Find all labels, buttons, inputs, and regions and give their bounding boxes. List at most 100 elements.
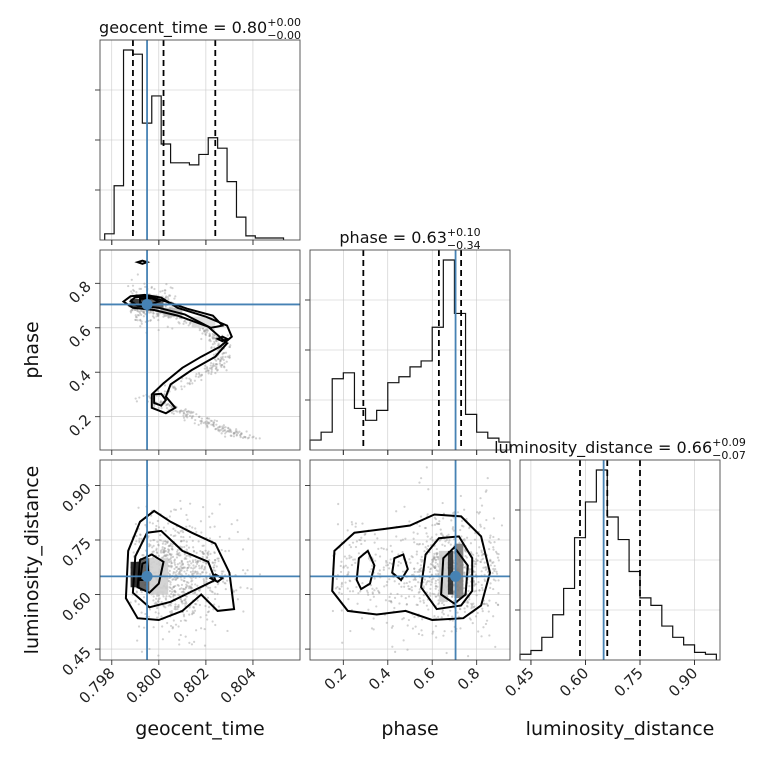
sample-point [179, 540, 183, 543]
sample-point [232, 432, 235, 435]
xtick-label-phase-3: 0.8 [454, 664, 484, 694]
sample-point [182, 615, 186, 618]
ytick-label-phase-0: 0.2 [65, 411, 95, 441]
sample-point [178, 567, 181, 570]
sample-point [435, 555, 438, 558]
sample-point [211, 620, 214, 623]
sample-point [163, 551, 166, 554]
sample-point [191, 579, 194, 582]
sample-point [217, 557, 220, 560]
sample-point [138, 537, 141, 540]
sample-point [207, 610, 211, 613]
sample-point [168, 558, 171, 561]
sample-point [205, 556, 209, 559]
sample-point [489, 582, 492, 585]
sample-point [492, 548, 495, 551]
sample-point [174, 578, 178, 581]
sample-point [153, 316, 156, 319]
sample-point [217, 559, 220, 563]
sample-point [143, 309, 146, 312]
sample-point [465, 517, 468, 521]
sample-point [198, 589, 201, 592]
sample-point [192, 606, 195, 609]
sample-point [142, 311, 145, 314]
sample-point [432, 630, 435, 633]
sample-point [213, 336, 216, 340]
sample-point [434, 625, 438, 628]
sample-point [187, 563, 190, 566]
sample-point [195, 603, 198, 606]
sample-point [478, 511, 482, 514]
sample-point [139, 287, 143, 290]
sample-point [200, 374, 203, 377]
sample-point [434, 585, 437, 588]
sample-point [159, 401, 162, 404]
sample-point [207, 369, 210, 373]
sample-point [425, 604, 428, 607]
sample-point [180, 569, 183, 572]
sample-point [213, 551, 216, 555]
sample-point [441, 543, 444, 546]
sample-point [244, 435, 247, 439]
sample-point [217, 429, 220, 432]
sample-point [177, 572, 180, 575]
sample-point [483, 579, 487, 583]
sample-point [169, 544, 172, 547]
sample-point [172, 619, 175, 622]
sample-point [180, 540, 183, 543]
sample-point [417, 581, 420, 584]
sample-point [432, 558, 435, 561]
sample-point [168, 552, 172, 556]
sample-point [206, 425, 209, 428]
sample-point [181, 562, 185, 565]
sample-point [464, 555, 467, 558]
sample-point [474, 615, 478, 618]
sample-point [480, 554, 484, 557]
sample-point [152, 626, 155, 629]
sample-point [151, 310, 155, 313]
sample-point [413, 541, 416, 544]
sample-point [403, 582, 406, 585]
title-minus-geocent_time: −0.00 [267, 29, 301, 42]
sample-point [182, 613, 185, 616]
sample-point [442, 603, 446, 607]
sample-point [168, 565, 171, 568]
sample-point [192, 411, 195, 414]
sample-point [452, 529, 455, 532]
sample-point [189, 555, 192, 558]
sample-point [169, 586, 172, 590]
sample-point [429, 568, 432, 571]
sample-point [172, 586, 175, 589]
sample-point [156, 312, 159, 315]
sample-point [430, 558, 434, 561]
sample-point [223, 362, 226, 365]
sample-point [340, 609, 343, 612]
sample-point [469, 618, 472, 621]
sample-point [185, 321, 188, 324]
sample-point [149, 539, 152, 542]
sample-point [182, 587, 185, 591]
sample-point [485, 518, 488, 522]
sample-point [170, 411, 173, 414]
sample-point [190, 566, 193, 570]
sample-point [418, 542, 421, 546]
sample-point [435, 553, 438, 556]
sample-point [167, 316, 170, 319]
sample-point [431, 539, 434, 542]
title-luminosity_distance: luminosity_distance = 0.66+0.09 −0.07 [494, 436, 746, 462]
sample-point [161, 625, 164, 628]
sample-point [159, 400, 163, 404]
sample-point [468, 585, 471, 588]
sample-point [402, 639, 405, 642]
sample-point [367, 593, 370, 596]
sample-point [182, 322, 185, 325]
sample-point [135, 590, 138, 593]
sample-point [201, 332, 204, 335]
xtick-label-luminosity_distance-3: 0.90 [665, 664, 701, 700]
sample-point [473, 583, 476, 586]
sample-point [186, 584, 189, 588]
sample-point [168, 404, 171, 407]
sample-point [456, 511, 460, 514]
sample-point [166, 296, 169, 299]
sample-point [340, 560, 343, 563]
